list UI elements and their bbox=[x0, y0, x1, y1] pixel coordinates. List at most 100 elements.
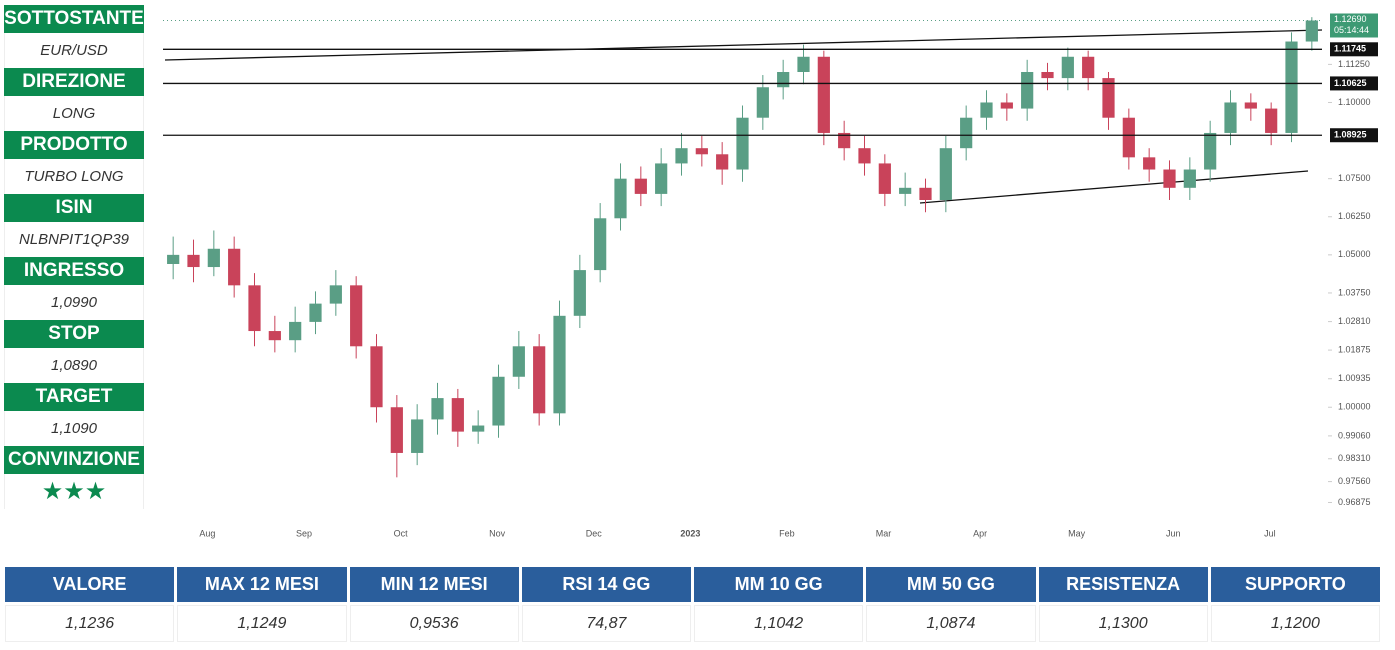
candle-body bbox=[1204, 132, 1217, 170]
candle-body bbox=[614, 178, 627, 219]
last-price-label: 1.12690 bbox=[1334, 14, 1367, 24]
table-column: VALORE 1,1236 bbox=[5, 567, 175, 642]
candle-body bbox=[1265, 108, 1278, 133]
y-tick-label: 1.07500 bbox=[1338, 173, 1371, 183]
candle-body bbox=[695, 148, 708, 155]
candle-body bbox=[268, 331, 281, 341]
candle-body bbox=[797, 56, 810, 72]
candle-body bbox=[858, 148, 871, 164]
x-tick-label: Sep bbox=[296, 528, 312, 538]
y-tick-label: 0.96875 bbox=[1338, 497, 1371, 507]
candle-body bbox=[289, 321, 302, 341]
candle-body bbox=[960, 117, 973, 149]
level-label: 1.11745 bbox=[1334, 44, 1366, 54]
panel-label: PRODOTTO bbox=[4, 131, 144, 159]
y-tick-label: 0.97560 bbox=[1338, 476, 1371, 486]
y-tick-label: 1.11250 bbox=[1338, 59, 1370, 69]
candle-body bbox=[817, 56, 830, 133]
table-column: MM 10 GG 1,1042 bbox=[694, 567, 864, 642]
level-label-bg bbox=[1330, 128, 1378, 143]
candle-body bbox=[1102, 78, 1115, 118]
x-tick-label: Oct bbox=[394, 528, 409, 538]
candle-body bbox=[1285, 41, 1298, 133]
y-tick-label: 1.10000 bbox=[1338, 97, 1371, 107]
candle-body bbox=[228, 248, 241, 286]
x-tick-label: Nov bbox=[489, 528, 506, 538]
last-price-bg bbox=[1330, 13, 1378, 38]
panel-value: LONG bbox=[4, 96, 144, 131]
candle-body bbox=[329, 285, 342, 304]
trade-panel: SOTTOSTANTE EUR/USD DIREZIONE LONG PRODOTTO T… bbox=[4, 5, 144, 509]
level-label: 1.10625 bbox=[1334, 78, 1367, 88]
table-column: MM 50 GG 1,0874 bbox=[866, 567, 1036, 642]
table-column: RESISTENZA 1,1300 bbox=[1038, 567, 1208, 642]
candle-body bbox=[492, 376, 505, 426]
table-value: 0,9536 bbox=[349, 605, 519, 642]
table-value: 1,1300 bbox=[1038, 605, 1208, 642]
candle-body bbox=[370, 346, 383, 408]
candle-body bbox=[207, 248, 220, 268]
candle-body bbox=[187, 254, 200, 268]
panel-label: SOTTOSTANTE bbox=[4, 5, 144, 33]
candle-body bbox=[1224, 102, 1237, 133]
y-tick-label: 1.00935 bbox=[1338, 373, 1371, 383]
candle-body bbox=[1061, 56, 1074, 79]
panel-value: TURBO LONG bbox=[4, 159, 144, 194]
panel-label: TARGET bbox=[4, 383, 144, 411]
table-column: MIN 12 MESI 0,9536 bbox=[349, 567, 519, 642]
table-header: MIN 12 MESI bbox=[349, 567, 519, 602]
candle-body bbox=[899, 187, 912, 194]
table-value: 1,1200 bbox=[1210, 605, 1380, 642]
candle-body bbox=[1000, 102, 1013, 109]
stats-table: VALORE 1,1236 MAX 12 MESI 1,1249 MIN 12 MESI… bbox=[5, 567, 1380, 642]
table-header: MM 10 GG bbox=[694, 567, 864, 602]
x-tick-label: Jun bbox=[1166, 528, 1181, 538]
candle-body bbox=[1163, 169, 1176, 188]
level-label-bg bbox=[1330, 42, 1378, 57]
candle-body bbox=[309, 303, 322, 322]
table-header: SUPPORTO bbox=[1210, 567, 1380, 602]
candle-body bbox=[350, 285, 363, 347]
x-tick-label: Aug bbox=[199, 528, 215, 538]
panel-label: INGRESSO bbox=[4, 257, 144, 285]
table-header: VALORE bbox=[5, 567, 175, 602]
table-header: MAX 12 MESI bbox=[177, 567, 347, 602]
table-header: RSI 14 GG bbox=[521, 567, 691, 602]
candle-body bbox=[1244, 102, 1257, 109]
candle-body bbox=[1021, 72, 1034, 109]
candle-body bbox=[756, 87, 769, 118]
candle-body bbox=[919, 187, 932, 200]
candle-body bbox=[1183, 169, 1196, 188]
panel-label: ISIN bbox=[4, 194, 144, 222]
candle-body bbox=[980, 102, 993, 118]
candle-body bbox=[939, 148, 952, 200]
table-value: 1,0874 bbox=[866, 605, 1036, 642]
candle-body bbox=[777, 72, 790, 88]
candle-body bbox=[248, 285, 261, 332]
candle-body bbox=[1143, 157, 1156, 170]
panel-value: NLBNPIT1QP39 bbox=[4, 222, 144, 257]
candle-body bbox=[878, 163, 891, 194]
table-value: 1,1236 bbox=[5, 605, 175, 642]
panel-label: CONVINZIONE bbox=[4, 446, 144, 474]
y-tick-label: 1.03750 bbox=[1338, 287, 1371, 297]
x-tick-label: Apr bbox=[973, 528, 987, 538]
candle-body bbox=[411, 419, 424, 453]
x-tick-label: May bbox=[1068, 528, 1086, 538]
candle-body bbox=[1305, 20, 1318, 42]
x-tick-label: Feb bbox=[779, 528, 795, 538]
candle-body bbox=[1041, 72, 1054, 79]
trend-line bbox=[919, 170, 1309, 204]
x-tick-label: Jul bbox=[1264, 528, 1276, 538]
countdown: 05:14:44 bbox=[1334, 25, 1369, 35]
candle-body bbox=[838, 132, 851, 149]
y-tick-label: 1.06250 bbox=[1338, 211, 1371, 221]
panel-value: 1,0890 bbox=[4, 348, 144, 383]
table-value: 1,1249 bbox=[177, 605, 347, 642]
candle-body bbox=[472, 425, 485, 432]
panel-value: EUR/USD bbox=[4, 33, 144, 68]
panel-label: STOP bbox=[4, 320, 144, 348]
table-header: MM 50 GG bbox=[866, 567, 1036, 602]
candle-body bbox=[736, 117, 749, 170]
